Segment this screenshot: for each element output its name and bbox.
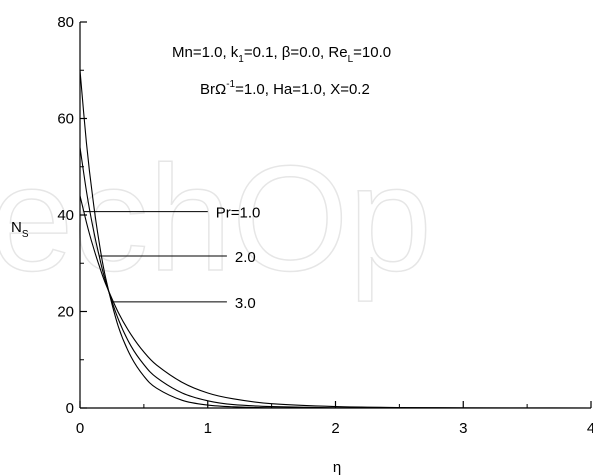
series-label-1: Pr=1.0	[216, 205, 261, 222]
x-tick-label: 4	[587, 420, 593, 437]
x-axis-label: η	[333, 459, 341, 476]
y-tick-label: 60	[57, 111, 74, 128]
x-tick-label: 1	[204, 420, 212, 437]
annotation-line-1: Mn=1.0, k1=0.1, β=0.0, ReL=10.0	[172, 44, 391, 65]
y-axis-label: NS	[11, 219, 29, 240]
x-tick-label: 3	[459, 420, 467, 437]
series-label-2: 2.0	[235, 249, 256, 266]
annotation-line-2: BrΩ-1=1.0, Ha=1.0, X=0.2	[200, 79, 370, 98]
y-tick-label: 20	[57, 304, 74, 321]
y-tick-label: 40	[57, 207, 74, 224]
y-tick-label: 0	[66, 400, 74, 417]
y-tick-label: 80	[57, 14, 74, 31]
x-tick-label: 2	[331, 420, 339, 437]
x-tick-label: 0	[76, 420, 84, 437]
series-line-3	[79, 70, 591, 409]
series-label-3: 3.0	[235, 295, 256, 312]
series-labels: Pr=1.0 2.0 3.0	[83, 205, 261, 312]
curves	[79, 70, 592, 409]
watermark: echOp	[0, 134, 432, 302]
